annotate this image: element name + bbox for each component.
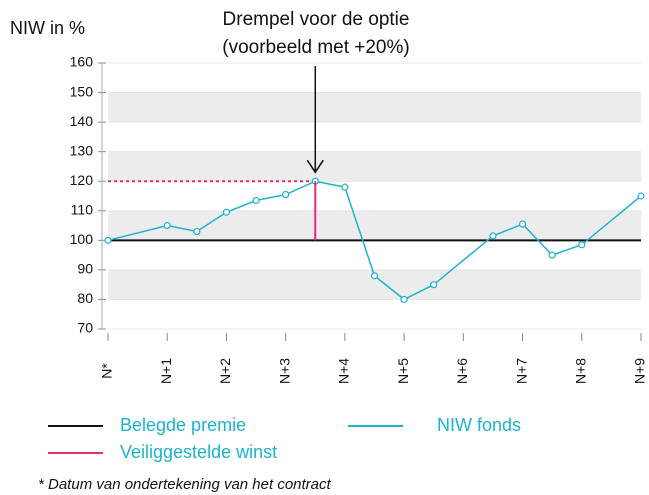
y-tick-label: 130 <box>70 142 94 158</box>
x-tick-label: N+6 <box>454 358 470 384</box>
x-tick-label: N* <box>99 363 115 379</box>
point <box>430 281 438 289</box>
point <box>518 220 527 228</box>
point <box>104 236 112 244</box>
x-tick-label: N+1 <box>158 358 174 384</box>
point <box>282 190 290 199</box>
legend-label: NIW fonds <box>437 415 521 435</box>
point <box>548 251 556 259</box>
arrow-head <box>306 159 324 174</box>
bands <box>108 92 641 300</box>
y-tick-label: 140 <box>70 113 94 129</box>
point <box>163 221 171 230</box>
x-tick-label: N+9 <box>632 358 648 384</box>
annotation: (voorbeeld met +20%) <box>222 37 409 58</box>
x-tick-label: N+3 <box>276 358 292 384</box>
y-axis-label: NIW in % <box>10 18 85 38</box>
point <box>193 227 201 236</box>
point <box>400 295 408 304</box>
x-tick-label: N+4 <box>336 358 352 384</box>
y-tick-label: 120 <box>70 172 94 188</box>
y-tick-label: 80 <box>77 290 93 306</box>
band <box>108 92 641 123</box>
point <box>637 192 645 200</box>
x-tick-label: N+8 <box>572 358 588 384</box>
band <box>108 210 641 241</box>
point <box>252 196 260 205</box>
point <box>578 241 586 249</box>
y-tick-label: 110 <box>71 201 94 217</box>
y-tick-label: 160 <box>70 54 94 70</box>
point <box>370 272 379 280</box>
legend-label: Belegde premie <box>120 415 246 435</box>
point <box>222 208 231 216</box>
point <box>489 232 497 240</box>
y-tick-label: 70 <box>77 320 93 336</box>
annotation: Drempel voor de optie <box>223 9 410 30</box>
y-tick-label: 90 <box>77 261 93 277</box>
series-line <box>107 180 642 301</box>
y-tick-label: 100 <box>70 231 94 247</box>
x-tick-label: N+7 <box>513 358 529 384</box>
band <box>108 151 641 182</box>
legend-label: Veiliggestelde winst <box>120 442 277 462</box>
x-tick-label: N+5 <box>395 358 411 384</box>
footnote: * Datum van ondertekening van het contra… <box>38 476 332 493</box>
point <box>341 183 349 191</box>
x-tick-label: N+2 <box>217 358 233 384</box>
y-tick-label: 150 <box>70 83 94 99</box>
